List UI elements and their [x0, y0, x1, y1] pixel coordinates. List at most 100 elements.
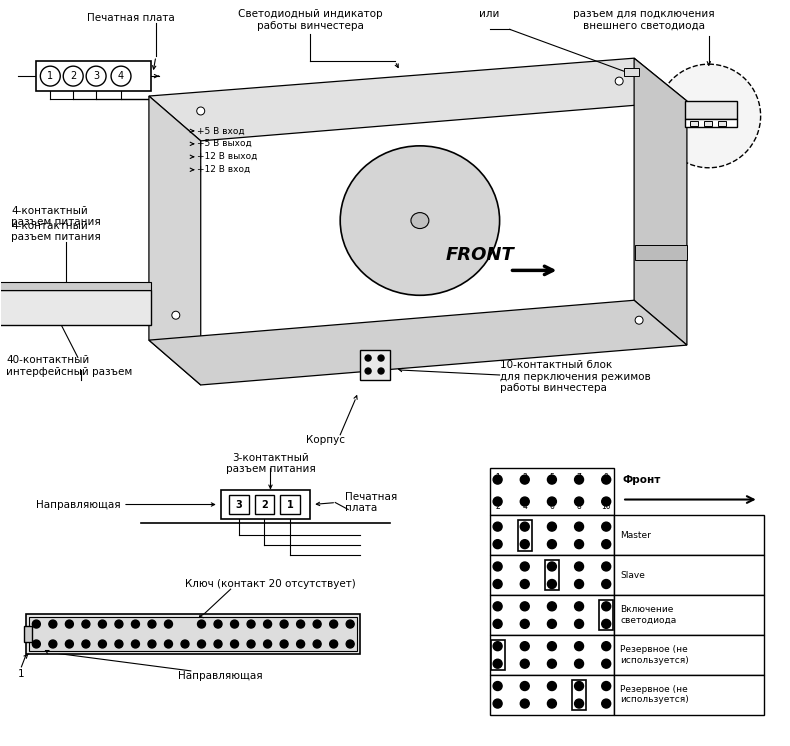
Bar [685, 101, 737, 119]
Circle shape [574, 475, 584, 484]
Text: Печатная плата: Печатная плата [87, 13, 175, 23]
Circle shape [602, 699, 611, 708]
Text: 4: 4 [522, 503, 527, 512]
Circle shape [131, 640, 139, 648]
Circle shape [521, 619, 529, 628]
Circle shape [602, 497, 611, 506]
Circle shape [131, 620, 139, 628]
Circle shape [493, 539, 502, 548]
Circle shape [574, 619, 584, 628]
Bar [614, 515, 764, 555]
Bar [26, 614, 360, 654]
Circle shape [574, 539, 584, 548]
Circle shape [172, 311, 180, 319]
Circle shape [214, 620, 222, 628]
Circle shape [547, 539, 556, 548]
Circle shape [521, 642, 529, 651]
Circle shape [547, 699, 556, 708]
Text: или: или [480, 10, 500, 19]
Polygon shape [149, 301, 687, 385]
Circle shape [602, 539, 611, 548]
Circle shape [32, 620, 40, 628]
Circle shape [111, 66, 131, 86]
Circle shape [346, 640, 354, 648]
Circle shape [82, 640, 90, 648]
Text: 2: 2 [495, 503, 500, 512]
Text: Master: Master [620, 531, 651, 540]
Bar [0, 282, 151, 290]
Bar [280, 495, 300, 515]
Circle shape [493, 497, 502, 506]
Circle shape [82, 620, 90, 628]
Circle shape [365, 368, 371, 374]
Circle shape [521, 475, 529, 484]
Bar [572, 680, 586, 710]
Circle shape [521, 699, 529, 708]
Circle shape [602, 522, 611, 531]
Circle shape [493, 580, 502, 589]
Polygon shape [634, 58, 687, 345]
Ellipse shape [340, 146, 499, 295]
Text: 1: 1 [495, 473, 500, 482]
Circle shape [115, 620, 123, 628]
Circle shape [296, 640, 305, 648]
Text: 7: 7 [577, 473, 581, 482]
Circle shape [181, 640, 189, 648]
Circle shape [148, 620, 156, 628]
Polygon shape [149, 58, 687, 141]
Circle shape [574, 682, 584, 691]
Circle shape [264, 640, 272, 648]
Text: 2: 2 [261, 500, 268, 510]
Circle shape [49, 640, 57, 648]
Circle shape [493, 475, 502, 484]
Circle shape [547, 619, 556, 628]
Circle shape [329, 620, 337, 628]
Circle shape [547, 497, 556, 506]
Bar [228, 495, 249, 515]
Circle shape [493, 642, 502, 651]
Circle shape [493, 602, 502, 611]
Circle shape [602, 475, 611, 484]
Text: Направляющая: Направляющая [179, 671, 263, 681]
Circle shape [547, 682, 556, 691]
Bar [614, 595, 764, 635]
Circle shape [521, 682, 529, 691]
Circle shape [40, 66, 60, 86]
Circle shape [63, 66, 83, 86]
Circle shape [493, 619, 502, 628]
Circle shape [329, 640, 337, 648]
Circle shape [521, 522, 529, 531]
Text: Фронт: Фронт [623, 474, 660, 485]
Circle shape [99, 620, 107, 628]
Circle shape [148, 640, 156, 648]
Circle shape [86, 66, 106, 86]
Circle shape [231, 620, 239, 628]
Text: 4-контактный
разъем питания: 4-контактный разъем питания [11, 221, 101, 242]
Circle shape [493, 659, 502, 668]
Text: 4-контактный
разъем питания: 4-контактный разъем питания [11, 206, 101, 228]
Circle shape [66, 640, 73, 648]
Text: Резервное (не
используется): Резервное (не используется) [620, 685, 689, 704]
Bar [29, 617, 357, 651]
Circle shape [164, 640, 172, 648]
Circle shape [602, 642, 611, 651]
Text: 6: 6 [550, 503, 555, 512]
Circle shape [547, 475, 556, 484]
Text: Включение
светодиода: Включение светодиода [620, 606, 676, 625]
Circle shape [574, 642, 584, 651]
Bar [685, 119, 737, 127]
Circle shape [115, 640, 123, 648]
Circle shape [547, 659, 556, 668]
Text: Резервное (не
используется): Резервное (не используется) [620, 645, 689, 665]
Text: 3: 3 [522, 473, 527, 482]
Circle shape [346, 620, 354, 628]
Bar [718, 121, 726, 126]
Circle shape [521, 580, 529, 589]
Circle shape [574, 562, 584, 571]
Circle shape [521, 497, 529, 506]
Circle shape [521, 539, 529, 548]
Circle shape [521, 562, 529, 571]
Circle shape [493, 562, 502, 571]
Circle shape [547, 562, 556, 571]
Text: 10-контактный блок
для перключения режимов
работы винчестера: 10-контактный блок для перключения режим… [499, 360, 650, 393]
